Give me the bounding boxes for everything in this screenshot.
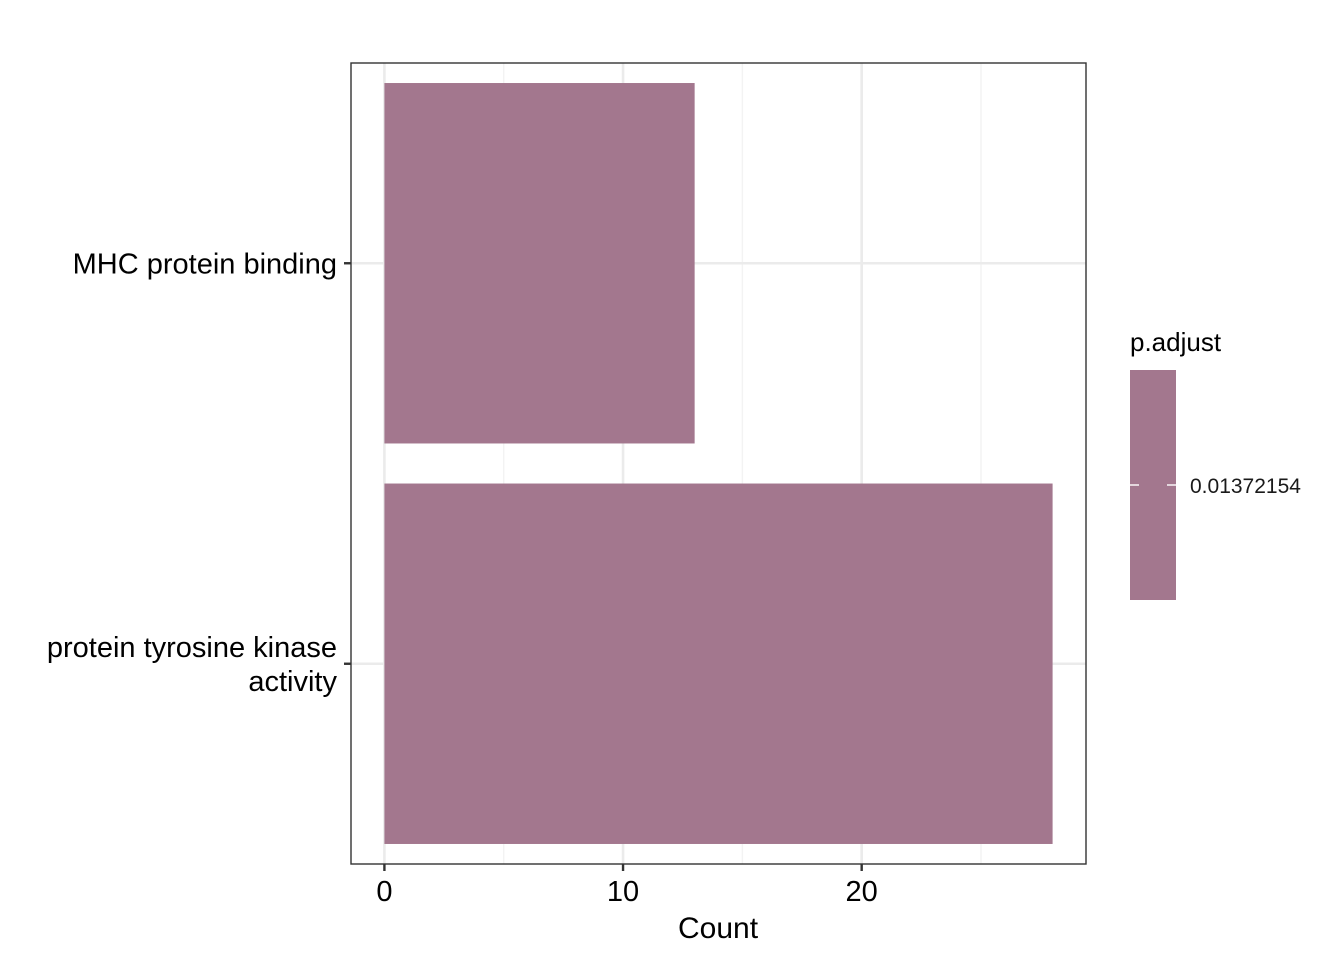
y-tick-label: MHC protein binding: [73, 248, 337, 280]
plot-panel: [350, 62, 1087, 865]
x-axis: 0 10 20: [376, 864, 878, 908]
panel-border: [350, 62, 1087, 865]
x-tick-label: 10: [607, 876, 639, 908]
legend-colorbar: 0.01372154: [1130, 370, 1301, 600]
legend-title: p.adjust: [1130, 327, 1222, 357]
y-tick-label: protein tyrosine kinase activity: [47, 632, 338, 698]
x-tick-label: 20: [846, 876, 878, 908]
legend-label: 0.01372154: [1190, 475, 1301, 498]
x-tick-label: 0: [376, 876, 392, 908]
bar: [384, 83, 695, 444]
y-axis: MHC protein binding protein tyrosine kina…: [47, 248, 351, 698]
bar: [384, 483, 1053, 844]
x-axis-title: Count: [678, 912, 759, 945]
legend: p.adjust 0.01372154: [1130, 327, 1301, 600]
